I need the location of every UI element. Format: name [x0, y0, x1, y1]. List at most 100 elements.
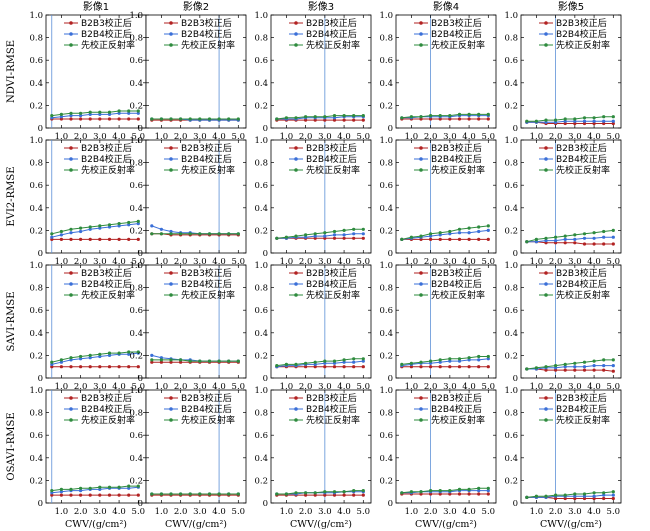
x-tick-label: 3.0 [568, 507, 582, 517]
data-point-first [419, 234, 423, 238]
data-point-b2b3 [313, 365, 317, 369]
legend-label: 先校正反射率 [306, 164, 360, 176]
data-point-b2b4 [59, 233, 64, 237]
y-tick-label: 0.8 [504, 34, 518, 44]
series-line-b2b3 [151, 233, 239, 236]
data-point-first [169, 232, 173, 236]
y-tick-label: 0.2 [504, 476, 518, 486]
data-point-b2b3 [592, 121, 596, 126]
series-line-b2b3 [526, 241, 614, 245]
data-point-b2b3 [117, 365, 121, 369]
legend-label: B2B4校正后 [81, 403, 132, 415]
data-point-b2b4 [127, 111, 131, 115]
data-point-first [236, 117, 240, 121]
data-point-first [188, 117, 192, 121]
data-point-b2b3 [88, 117, 92, 121]
panel-r2-c3: 0 0.2 0.4 0.6 0.8 1.0 1.0 2.0 3.0 4.0 5.0 B2B3校正后B2… [254, 136, 372, 267]
data-point-first [438, 114, 442, 118]
x-tick-label: 1.0 [155, 382, 169, 392]
x-tick-label: 4.0 [337, 507, 351, 517]
x-tick-label: 3.0 [318, 382, 332, 392]
x-tick-label: 3.0 [318, 132, 332, 142]
data-point-first [448, 357, 452, 361]
legend-label: B2B3校正后 [81, 267, 132, 279]
x-tick-label: 3.0 [443, 257, 457, 267]
series-line-first [401, 487, 489, 494]
data-point-b2b4 [69, 358, 73, 362]
data-point-first [207, 359, 212, 363]
data-point-first [332, 229, 337, 234]
data-point-first [544, 494, 548, 498]
data-point-b2b3 [59, 237, 64, 241]
data-point-b2b4 [50, 491, 54, 495]
legend-marker-b2b4 [169, 32, 173, 36]
y-tick-label: 0.6 [379, 431, 393, 441]
legend-label: B2B4校正后 [81, 28, 132, 40]
series-line-b2b4 [276, 491, 364, 495]
y-tick-label: 0 [388, 124, 393, 134]
y-tick-label: 0 [263, 374, 268, 384]
x-tick-label: 5.0 [132, 257, 146, 267]
x-axis-label: CWV/(g/cm²) [540, 519, 602, 530]
y-tick-label: 0 [513, 249, 518, 259]
data-point-b2b4 [602, 364, 606, 368]
data-point-first [127, 220, 131, 225]
series-line-first [401, 113, 489, 119]
data-point-b2b4 [563, 365, 567, 369]
data-point-first [50, 360, 54, 364]
data-point-first [50, 114, 54, 118]
data-point-b2b3 [592, 496, 596, 501]
y-tick-label: 0 [388, 374, 393, 384]
y-tick-label: 0.8 [129, 284, 143, 294]
x-axis-label: CWV/(g/cm²) [415, 519, 477, 530]
panel-r1-c2: 0 0.2 0.4 0.6 0.8 1.0 1.0 2.0 3.0 4.0 5.0 B2B3校正后B2… [129, 1, 247, 142]
data-point-b2b3 [352, 118, 356, 122]
data-point-first [294, 362, 298, 366]
x-tick-label: 1.0 [155, 507, 169, 517]
data-point-b2b4 [467, 358, 471, 362]
data-point-b2b3 [573, 368, 577, 372]
data-point-first [457, 357, 462, 361]
data-point-b2b3 [419, 365, 423, 369]
data-point-b2b4 [573, 119, 577, 123]
plot-frame [520, 389, 622, 504]
data-point-first [457, 112, 462, 116]
data-point-b2b4 [563, 119, 567, 123]
legend-label: B2B3校正后 [306, 142, 357, 154]
legend-label: 先校正反射率 [431, 289, 485, 301]
data-point-first [150, 117, 154, 121]
y-tick-label: 0.2 [129, 226, 143, 236]
data-point-b2b4 [611, 364, 615, 368]
series-line-b2b4 [51, 223, 139, 238]
y-tick-label: 0.6 [254, 306, 268, 316]
x-tick-label: 3.0 [568, 257, 582, 267]
legend-label: 先校正反射率 [81, 414, 135, 426]
panel-title: 影像5 [558, 1, 584, 13]
legend-marker-b2b4 [169, 157, 173, 161]
data-point-first [332, 490, 337, 494]
legend-marker-b2b3 [419, 271, 423, 275]
y-tick-label: 1.0 [379, 386, 393, 396]
data-point-first [361, 114, 365, 118]
data-point-first [127, 350, 131, 354]
y-tick-label: 0.8 [129, 159, 143, 169]
data-point-b2b4 [486, 489, 490, 493]
data-point-first [611, 115, 615, 119]
data-point-first [227, 117, 231, 121]
y-tick-label: 0.6 [504, 56, 518, 66]
x-tick-label: 1.0 [405, 507, 419, 517]
data-point-first [79, 226, 83, 230]
data-point-b2b3 [98, 237, 102, 241]
data-point-first [457, 227, 462, 231]
legend-label: B2B3校正后 [306, 267, 357, 279]
data-point-first [573, 233, 577, 237]
data-point-b2b4 [50, 116, 54, 120]
data-point-b2b3 [332, 236, 337, 240]
data-point-b2b3 [573, 241, 577, 245]
x-tick-label: 2.0 [174, 257, 188, 267]
legend-label: B2B3校正后 [181, 267, 232, 279]
data-point-b2b4 [127, 352, 131, 356]
data-point-first [554, 235, 558, 239]
data-point-first [107, 485, 112, 489]
series-line-b2b4 [276, 233, 364, 239]
